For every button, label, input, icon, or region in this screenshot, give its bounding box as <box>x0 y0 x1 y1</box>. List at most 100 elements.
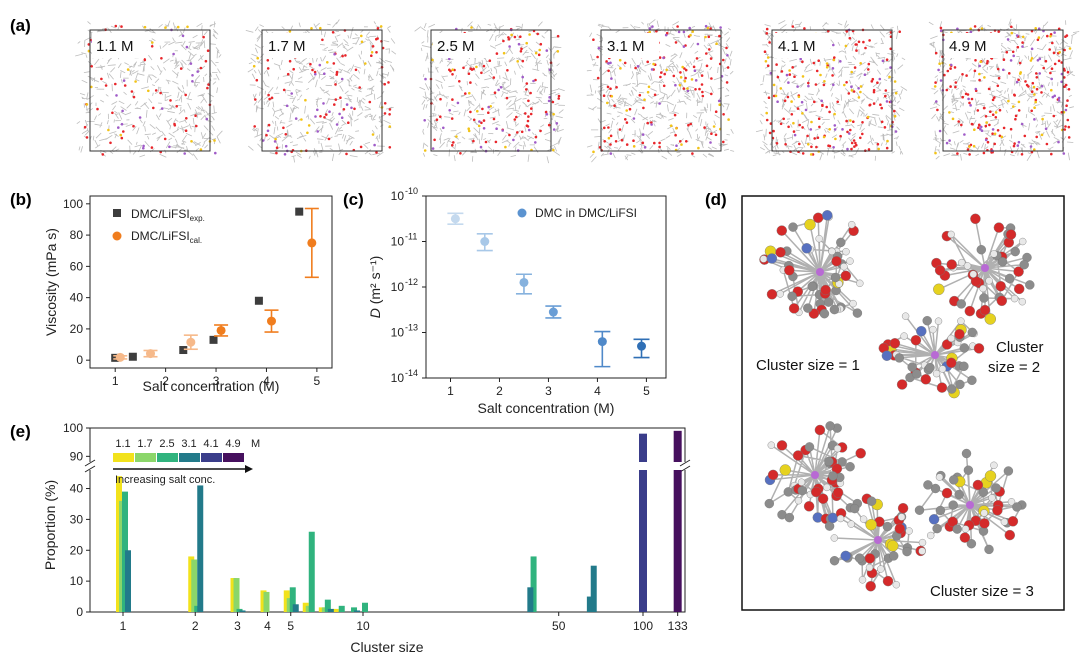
e-x-tick-label: 1 <box>120 619 127 633</box>
salt-atoms <box>91 28 217 155</box>
e-legend-swatch <box>223 453 244 462</box>
e-bar <box>233 578 240 612</box>
c-errorbar <box>594 330 611 368</box>
e-x-tick-label: 5 <box>287 619 294 633</box>
c-x-tick-label: 5 <box>643 384 650 398</box>
snapshot-label-bg <box>433 33 489 58</box>
e-bar <box>332 608 339 612</box>
b-legend-exp-marker <box>113 209 121 217</box>
panel-c-label: (c) <box>343 190 364 209</box>
b-y-tick-label: 100 <box>63 197 83 211</box>
e-bar <box>289 587 296 612</box>
e-bar <box>263 591 270 612</box>
e-legend-label: 4.9 <box>225 438 240 450</box>
lithium-ion <box>811 471 819 479</box>
e-legend-swatch <box>201 453 222 462</box>
e-bar <box>308 531 315 612</box>
simulation-box <box>942 29 1064 152</box>
e-legend-label: 1.7 <box>137 438 152 450</box>
e-x-tick-label: 50 <box>552 619 566 633</box>
snapshot-2: 1.7 M <box>245 19 397 163</box>
snapshot-label-bg <box>264 33 320 58</box>
b-y-axis-label: Viscosity (mPa s) <box>43 228 59 336</box>
simulation-box <box>600 29 722 152</box>
b-cal-point <box>216 325 226 335</box>
c-x-tick-label: 1 <box>447 384 454 398</box>
simulation-box <box>430 29 552 152</box>
snapshot-label-bg <box>92 33 148 58</box>
e-bar <box>351 607 358 612</box>
b-x-axis-label: Salt concentration (M) <box>143 378 280 394</box>
lithium-ion <box>981 264 989 272</box>
e-x-tick-label: 3 <box>234 619 241 633</box>
c-point <box>548 307 558 317</box>
e-bar <box>586 596 593 612</box>
b-y-tick-label: 20 <box>70 322 84 336</box>
b-y-tick-label: 80 <box>70 228 84 242</box>
snapshot-6: 4.9 M <box>928 18 1080 162</box>
e-x-tick-label: 2 <box>192 619 199 633</box>
e-y-tick-label: 0 <box>76 605 83 619</box>
e-legend-label: 4.1 <box>203 438 218 450</box>
panel-d-clusters: Cluster size = 1 Cluster size = 2 Cluste… <box>741 195 1065 611</box>
e-bar <box>239 610 246 612</box>
cluster-1-label: Cluster size = 1 <box>756 357 860 374</box>
snapshot-label: 1.7 M <box>268 38 306 55</box>
b-exp-point <box>179 346 188 355</box>
c-y-tick-exponent: -10 <box>405 186 418 196</box>
salt-atoms <box>769 28 898 151</box>
c-y-tick-label: 10 <box>391 235 405 249</box>
e-bar <box>338 605 345 612</box>
c-point <box>480 237 490 246</box>
e-y-tick-label: 40 <box>70 482 84 496</box>
snapshot-label-bg <box>945 33 1001 58</box>
e-y-tick-label: 90 <box>70 449 84 463</box>
snapshot-label-bg <box>603 33 659 58</box>
e-legend-label: 2.5 <box>159 438 174 450</box>
salt-atoms <box>253 26 392 156</box>
e-x-tick-label: 10 <box>356 619 370 633</box>
c-y-tick-exponent: -13 <box>405 323 418 333</box>
e-legend-swatch <box>157 453 178 462</box>
e-bar <box>590 565 597 612</box>
panel-d-label: (d) <box>705 190 727 209</box>
e-x-axis-label: Cluster size <box>350 639 423 655</box>
b-exp-point <box>295 207 304 216</box>
c-y-tick-label: 10 <box>391 371 405 385</box>
e-legend-swatch <box>113 453 134 462</box>
e-arrow-label: Increasing salt conc. <box>115 474 215 486</box>
snapshot-1: 1.1 M <box>75 20 223 161</box>
b-exp-point <box>128 352 137 361</box>
b-x-tick-label: 3 <box>213 374 220 388</box>
snapshot-label-bg <box>774 33 830 58</box>
simulation-box <box>261 29 383 152</box>
c-point <box>450 214 460 224</box>
cluster-3-molecule-c <box>914 448 1027 555</box>
c-y-tick-exponent: -11 <box>405 232 417 242</box>
b-cal-point <box>307 238 317 248</box>
e-bar <box>191 559 198 612</box>
c-y-tick-exponent: -12 <box>405 277 418 287</box>
cluster-3-molecule-b <box>829 493 927 592</box>
b-legend-cal-marker <box>112 231 122 241</box>
e-legend-label: 1.1 <box>115 438 130 450</box>
b-x-tick-label: 5 <box>314 374 321 388</box>
e-bar <box>673 470 682 612</box>
c-legend: DMC in DMC/LiFSI <box>517 206 637 220</box>
b-cal-point <box>267 316 276 326</box>
salt-atoms <box>763 25 901 156</box>
snapshot-label: 4.1 M <box>778 38 816 55</box>
lithium-ion <box>931 351 939 359</box>
e-bar <box>324 599 331 612</box>
e-y-tick-label: 100 <box>63 421 83 435</box>
e-bar <box>292 604 299 612</box>
b-y-tick-label: 40 <box>70 291 84 305</box>
cluster-2-molecule-a <box>931 213 1035 325</box>
b-legend-exp-text: DMC/LiFSIexp. <box>131 207 205 223</box>
c-point <box>597 337 607 347</box>
salt-atoms <box>592 25 730 155</box>
cluster-2-label-line1: Cluster <box>996 339 1044 356</box>
snapshot-label: 2.5 M <box>437 38 475 55</box>
